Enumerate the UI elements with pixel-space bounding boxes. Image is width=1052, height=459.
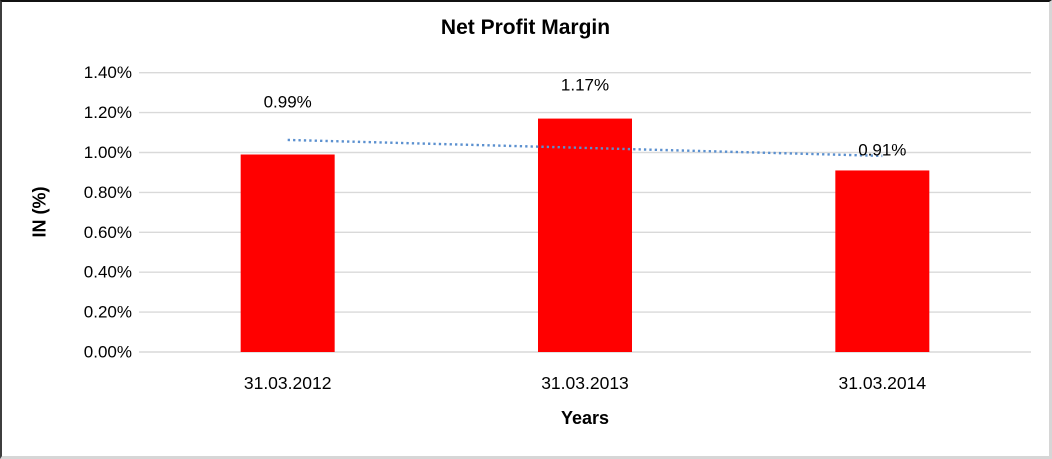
data-label: 0.99% bbox=[264, 93, 312, 112]
bar bbox=[538, 118, 632, 353]
data-label: 0.91% bbox=[858, 141, 906, 160]
chart-title: Net Profit Margin bbox=[440, 16, 611, 39]
bar bbox=[835, 170, 930, 352]
y-tick-label: 0.20% bbox=[84, 303, 132, 322]
x-category-label: 31.03.2012 bbox=[244, 373, 332, 393]
x-category-label: 31.03.2014 bbox=[839, 373, 927, 393]
x-category-label: 31.03.2013 bbox=[541, 373, 629, 393]
bar bbox=[240, 154, 335, 352]
y-tick-label: 0.80% bbox=[84, 183, 132, 202]
x-axis-title: Years bbox=[560, 408, 610, 428]
y-tick-label: 0.60% bbox=[84, 223, 132, 242]
y-tick-label: 1.40% bbox=[84, 63, 132, 82]
y-tick-label: 1.00% bbox=[84, 143, 132, 162]
y-tick-label: 0.40% bbox=[84, 263, 132, 282]
data-label: 1.17% bbox=[561, 76, 609, 95]
y-tick-label: 0.00% bbox=[84, 343, 132, 362]
y-tick-label: 1.20% bbox=[84, 103, 132, 122]
trendline bbox=[287, 138, 883, 158]
